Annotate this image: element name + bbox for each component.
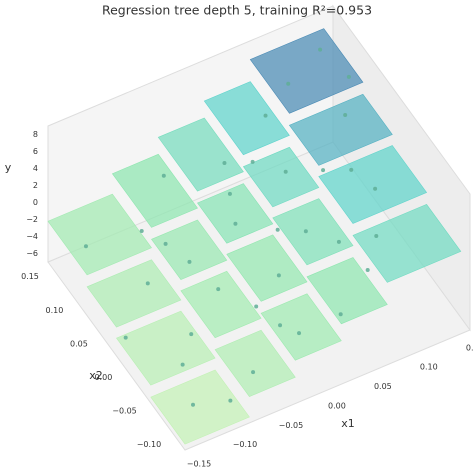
x2-tick-label: −0.10 — [137, 440, 162, 449]
data-point — [189, 332, 194, 337]
data-point — [278, 323, 283, 328]
leaf-plane — [214, 329, 296, 397]
data-point — [123, 335, 128, 340]
y-tick-label: 4 — [33, 164, 38, 173]
leaf-plane — [260, 293, 342, 361]
data-point — [286, 81, 291, 86]
data-point — [373, 186, 378, 191]
leaf-plane — [318, 145, 428, 224]
x1-tick-label: 0.15 — [466, 343, 474, 352]
x1-tick-label: 0.05 — [374, 382, 392, 391]
data-point — [163, 241, 168, 246]
data-point — [228, 398, 233, 403]
y-tick-label: 2 — [33, 181, 38, 190]
y-axis-title: y — [5, 161, 12, 174]
data-point — [275, 227, 280, 232]
data-point — [191, 402, 196, 407]
y-tick-label: −2 — [26, 215, 38, 224]
y-tick-label: 0 — [33, 198, 38, 207]
y-tick-label: 6 — [33, 147, 38, 156]
x1-tick-label: −0.05 — [279, 421, 304, 430]
leaf-plane — [249, 28, 364, 114]
data-point — [251, 370, 256, 375]
y-tick-label: −6 — [26, 249, 38, 258]
data-point — [227, 191, 232, 196]
data-point — [318, 47, 323, 52]
x2-tick-label: −0.05 — [112, 407, 137, 416]
leaf-plane — [157, 117, 244, 192]
leaf-plane — [111, 153, 198, 228]
data-point — [216, 287, 221, 292]
leaf-plane — [226, 234, 308, 302]
leaf-plane — [272, 198, 354, 266]
data-point — [139, 228, 144, 233]
data-point — [338, 312, 343, 317]
x2-tick-label: 0.00 — [94, 373, 112, 382]
x1-tick-label: 0.10 — [420, 363, 438, 372]
data-point — [336, 239, 341, 244]
x1-axis-title: x1 — [341, 417, 355, 430]
x2-tick-label: 0.15 — [21, 272, 39, 281]
data-point — [365, 267, 370, 272]
x2-tick-label: 0.10 — [46, 306, 64, 315]
leaf-plane — [242, 146, 320, 208]
data-point — [263, 113, 268, 118]
plot-area — [47, 28, 462, 445]
data-point — [283, 169, 288, 174]
leaf-plane — [203, 81, 290, 156]
data-point — [303, 229, 308, 234]
data-point — [276, 273, 281, 278]
leaf-plane — [150, 369, 250, 445]
leaf-plane — [116, 310, 216, 386]
leaf-plane — [306, 257, 388, 325]
x1-tick-label: −0.10 — [233, 440, 258, 449]
axis-labels: −0.15 −0.10 −0.05 0.00 0.05 0.10 0.15 −0.10 −0.0… — [21, 130, 474, 469]
data-point — [180, 362, 185, 367]
leaf-plane — [151, 219, 228, 280]
data-point — [254, 304, 259, 309]
data-point — [83, 244, 88, 249]
data-point — [187, 259, 192, 264]
x2-tick-label: 0.05 — [70, 339, 88, 348]
leaf-plane — [180, 270, 262, 339]
data-point — [349, 167, 354, 172]
data-point — [297, 331, 302, 336]
data-point — [222, 161, 227, 166]
x2-axis-title: x2 — [89, 369, 103, 382]
data-point — [374, 234, 379, 239]
y-tick-label: 8 — [33, 130, 38, 139]
data-point — [250, 159, 255, 164]
data-point — [321, 168, 326, 173]
x1-tick-label: 0.00 — [328, 401, 346, 410]
x1-tick-label: −0.15 — [187, 460, 212, 469]
leaf-plane — [197, 183, 274, 244]
y-tick-label: −4 — [26, 232, 38, 241]
data-point — [233, 221, 238, 226]
leaf-plane — [86, 259, 182, 328]
leaf-plane — [288, 93, 393, 166]
data-point — [343, 112, 348, 117]
data-point — [145, 281, 150, 286]
leaf-plane — [352, 204, 462, 283]
data-point — [161, 173, 166, 178]
leaf-plane — [47, 193, 152, 276]
data-point — [346, 74, 351, 79]
chart-title: Regression tree depth 5, training R²=0.9… — [102, 3, 372, 18]
